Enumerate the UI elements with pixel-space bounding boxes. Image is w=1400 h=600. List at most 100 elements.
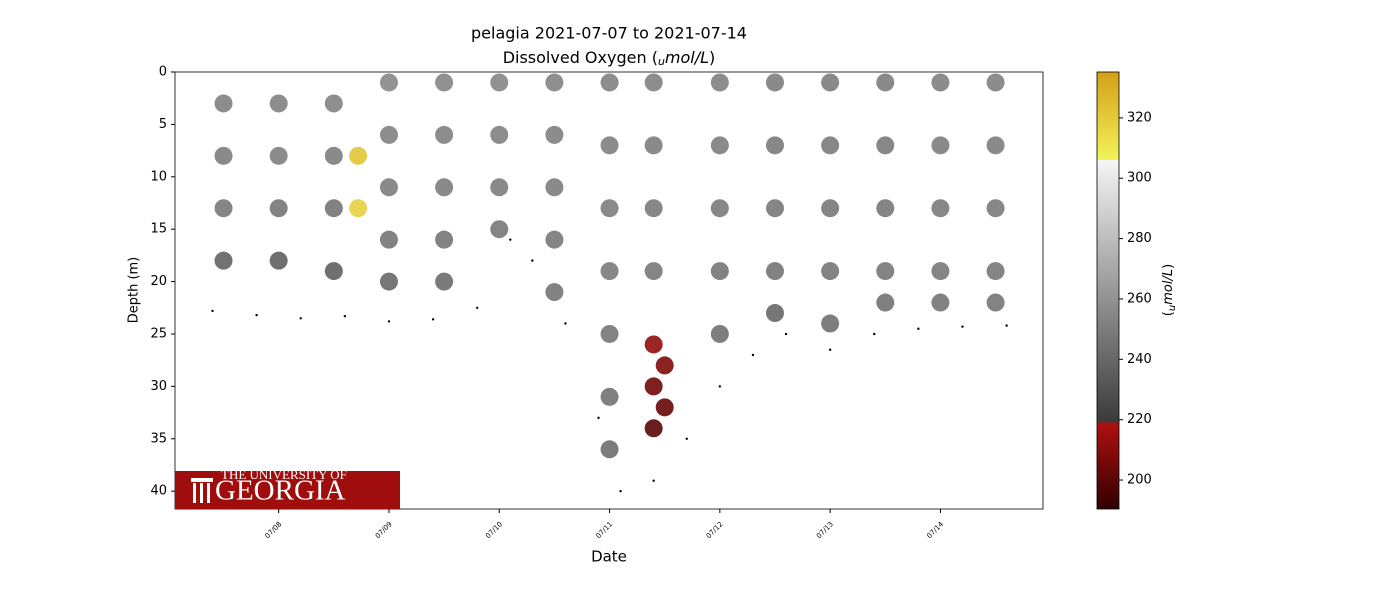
logo-icon — [191, 478, 213, 482]
data-point — [545, 230, 564, 249]
data-point — [545, 73, 564, 92]
data-point — [324, 262, 343, 281]
data-point — [545, 283, 564, 302]
logo: THE UNIVERSITY OF GEORGIA — [175, 467, 400, 509]
bottom-point — [718, 385, 722, 388]
x-tick-label: 07/14 — [925, 520, 945, 540]
x-tick-label: 07/11 — [594, 520, 614, 540]
data-point — [600, 73, 619, 92]
bottom-point — [211, 309, 214, 313]
data-point — [379, 125, 398, 144]
data-point — [644, 419, 663, 438]
data-point — [765, 136, 784, 155]
data-point — [986, 262, 1005, 281]
subtitle-part: ) — [709, 48, 715, 67]
data-point — [435, 178, 454, 197]
data-point — [269, 251, 288, 270]
data-point — [435, 272, 454, 291]
data-point — [821, 136, 840, 155]
y-tick-label: 15 — [150, 222, 167, 237]
data-point — [644, 199, 663, 218]
subtitle-part: mol/L — [665, 48, 709, 67]
data-point — [600, 262, 619, 281]
data-point — [644, 262, 663, 281]
colorbar-label-part: u — [1167, 305, 1178, 311]
y-tick-label: 10 — [150, 169, 167, 184]
data-point — [379, 178, 398, 197]
data-point — [545, 178, 564, 197]
logo-icon — [200, 483, 203, 503]
data-point — [214, 94, 233, 113]
y-axis-label: Depth (m) — [127, 257, 142, 324]
data-point — [765, 262, 784, 281]
data-point — [710, 73, 729, 92]
data-point — [324, 146, 343, 165]
data-point — [269, 94, 288, 113]
data-point — [435, 125, 454, 144]
data-point — [379, 272, 398, 291]
data-point — [214, 199, 233, 218]
data-point — [644, 136, 663, 155]
y-tick-label: 0 — [159, 65, 167, 80]
y-tick-label: 25 — [150, 326, 167, 341]
subtitle-part: Dissolved Oxygen ( — [503, 48, 658, 67]
logo-icon — [193, 483, 196, 503]
data-point — [931, 293, 950, 312]
chart-subtitle: Dissolved Oxygen (umol/L) — [503, 48, 716, 69]
data-point — [324, 94, 343, 113]
data-point — [876, 199, 895, 218]
colorbar-label: (umol/L) — [1161, 264, 1179, 316]
data-point — [490, 125, 509, 144]
data-point — [655, 398, 674, 417]
y-tick-label: 5 — [159, 117, 167, 132]
data-point — [600, 440, 619, 459]
data-point — [600, 136, 619, 155]
data-point — [765, 73, 784, 92]
plot-frame — [174, 71, 1044, 510]
data-point — [490, 178, 509, 197]
colorbar-tick-label: 220 — [1127, 412, 1152, 427]
colorbar-tick-label: 320 — [1127, 110, 1152, 125]
colorbar-tick-label: 240 — [1127, 352, 1152, 367]
data-point — [710, 199, 729, 218]
bottom-point — [387, 320, 391, 323]
bottom-point — [619, 489, 622, 493]
bottom-point — [531, 259, 534, 262]
y-tick-label: 20 — [150, 274, 167, 289]
data-point — [986, 136, 1005, 155]
data-point — [931, 136, 950, 155]
logo-background — [175, 471, 400, 509]
data-point — [269, 199, 288, 218]
colorbar-tick-label: 300 — [1127, 171, 1152, 186]
bottom-point — [509, 238, 512, 241]
data-point — [349, 146, 368, 165]
data-point — [600, 324, 619, 343]
colorbar-tick-label: 260 — [1127, 291, 1152, 306]
x-tick-label: 07/08 — [264, 520, 284, 540]
bottom-point — [685, 437, 688, 440]
chart-title: pelagia 2021-07-07 to 2021-07-14 — [471, 24, 747, 43]
data-point — [214, 251, 233, 270]
data-point — [821, 314, 840, 333]
data-point — [821, 262, 840, 281]
data-point — [765, 199, 784, 218]
data-point — [269, 146, 288, 165]
data-point — [821, 73, 840, 92]
data-point — [710, 262, 729, 281]
data-point — [876, 293, 895, 312]
bottom-point — [255, 313, 258, 317]
x-tick-label: 07/09 — [374, 520, 394, 540]
bottom-point — [476, 306, 479, 309]
y-tick-label: 35 — [150, 431, 167, 446]
data-point — [655, 356, 674, 375]
colorbar-label-part: ( — [1161, 311, 1176, 316]
data-point — [490, 220, 509, 239]
logo-text: GEORGIA — [215, 475, 346, 507]
bottom-point — [1005, 324, 1008, 327]
data-point — [710, 136, 729, 155]
data-point — [379, 230, 398, 249]
colorbar-tick-label: 200 — [1127, 473, 1152, 488]
logo-icon — [207, 483, 210, 503]
data-point — [986, 199, 1005, 218]
